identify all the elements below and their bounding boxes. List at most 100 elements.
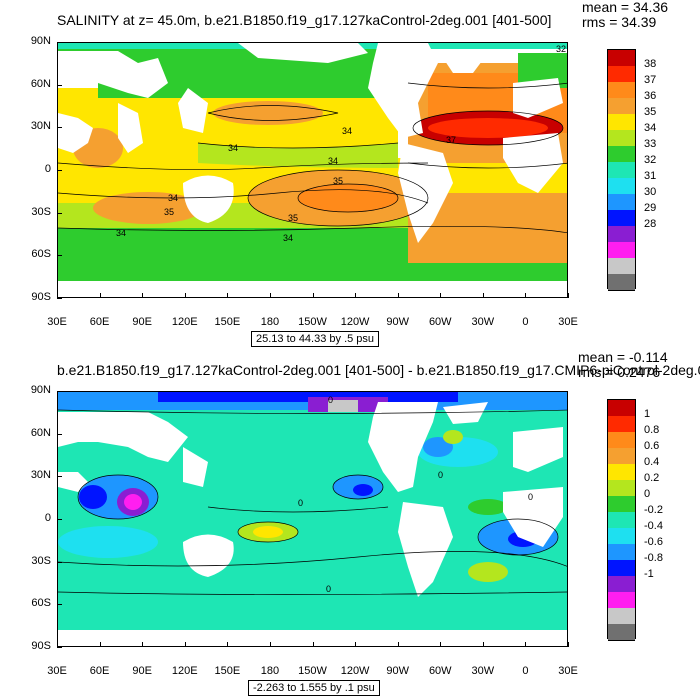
colorbar-label: 0.8 [644, 424, 660, 436]
latitude-tick [57, 127, 62, 129]
colorbar-swatch [608, 178, 635, 195]
longitude-label: 60W [428, 665, 452, 677]
latitude-label: 90S [31, 291, 51, 303]
longitude-tick [355, 642, 357, 647]
longitude-label: 90E [132, 665, 152, 677]
longitude-label: 90E [132, 316, 152, 328]
longitude-label: 30E [558, 665, 578, 677]
colorbar-swatch [608, 432, 635, 449]
contour-range: 25.13 to 44.33 by .5 psu [251, 331, 380, 347]
colorbar [607, 399, 636, 641]
latitude-label: 90N [30, 35, 51, 47]
contour-label: 35 [164, 207, 175, 217]
colorbar-label: 0.2 [644, 472, 660, 484]
longitude-label: 150W [298, 665, 327, 677]
colorbar-label: -0.4 [644, 520, 663, 532]
longitude-tick [312, 293, 314, 298]
longitude-label: 30E [47, 316, 67, 328]
latitude-label: 60N [30, 426, 51, 439]
contour-label: 35 [333, 176, 344, 186]
colorbar-swatch [608, 400, 635, 417]
longitude-tick [397, 642, 399, 647]
latitude-tick [57, 433, 62, 435]
colorbar-label: 29 [644, 202, 657, 214]
rms-value: rms = 0.2476 [578, 364, 661, 380]
colorbar-swatch [608, 480, 635, 497]
colorbar-swatch [608, 576, 635, 593]
contour-label: 34 [328, 156, 339, 166]
longitude-label: 120W [340, 665, 370, 677]
contour-label: 34 [168, 193, 179, 203]
colorbar-swatch [608, 528, 635, 545]
contour-label: 34 [283, 233, 294, 243]
longitude-label: 0 [522, 665, 529, 677]
colorbar-swatch [608, 512, 635, 529]
latitude-tick [57, 561, 62, 563]
contour-range: -2.263 to 1.555 by .1 psu [248, 680, 380, 696]
colorbar-swatch [608, 226, 635, 243]
longitude-tick [269, 293, 271, 298]
mean-value: mean = 34.36 [582, 0, 669, 15]
latitude-tick [57, 391, 62, 392]
colorbar-label: 38 [644, 58, 657, 70]
contour-label: 0 [298, 498, 304, 508]
contour-label: 32 [556, 44, 567, 54]
latitude-label: 30S [31, 554, 51, 567]
colorbar-label: 0 [644, 488, 651, 500]
colorbar [607, 49, 636, 291]
latitude-tick [57, 84, 62, 86]
contour-label: 37 [446, 135, 457, 145]
colorbar-swatch [608, 274, 635, 291]
longitude-tick [312, 642, 314, 647]
latitude-tick [57, 519, 62, 520]
colorbar-label: 28 [644, 218, 657, 230]
latitude-tick [57, 255, 62, 257]
longitude-tick [99, 293, 101, 298]
longitude-tick [525, 293, 527, 298]
longitude-label: 120W [340, 316, 370, 328]
longitude-tick [57, 293, 58, 298]
longitude-tick [99, 642, 101, 647]
colorbar-swatch [608, 544, 635, 561]
contour-label: 34 [342, 126, 353, 136]
colorbar-swatch [608, 114, 635, 131]
longitude-label: 30W [471, 316, 495, 328]
colorbar-label: 0.6 [644, 440, 660, 452]
latitude-tick [57, 42, 62, 43]
contour-label: 34 [116, 228, 127, 238]
difference-map: 0 0 0 0 0 [57, 391, 568, 647]
latitude-tick [57, 212, 62, 214]
panel-title: b.e21.B1850.f19_g17.127kaControl-2deg.00… [57, 362, 700, 378]
longitude-tick [57, 642, 58, 647]
colorbar-swatch [608, 194, 635, 211]
colorbar-label: -0.8 [644, 552, 663, 564]
latitude-label: 30S [31, 205, 51, 218]
longitude-label: 90W [386, 665, 409, 677]
longitude-label: 30E [558, 316, 578, 328]
colorbar-swatch [608, 560, 635, 577]
colorbar-swatch [608, 464, 635, 481]
latitude-tick [57, 298, 62, 299]
colorbar-swatch [608, 146, 635, 163]
longitude-tick [440, 642, 442, 647]
contour-label: 0 [326, 584, 332, 594]
colorbar-label: 30 [644, 186, 657, 198]
longitude-tick [568, 642, 569, 647]
longitude-tick [525, 642, 527, 647]
colorbar-swatch [608, 82, 635, 99]
panel-title: SALINITY at z= 45.0m, b.e21.B1850.f19_g1… [57, 12, 552, 28]
colorbar-swatch [608, 624, 635, 641]
longitude-label: 150E [214, 316, 241, 328]
longitude-tick [440, 293, 442, 298]
longitude-label: 150W [298, 316, 327, 328]
colorbar-swatch [608, 258, 635, 275]
longitude-label: 30W [471, 665, 495, 677]
colorbar-label: 35 [644, 106, 657, 118]
colorbar-swatch [608, 210, 635, 227]
latitude-label: 90S [31, 640, 51, 652]
salinity-map: 34 34 34 35 35 34 35 34 34 37 32 [57, 42, 568, 298]
longitude-tick [482, 293, 484, 298]
longitude-label: 180 [260, 665, 280, 677]
longitude-tick [397, 293, 399, 298]
latitude-tick [57, 170, 62, 171]
